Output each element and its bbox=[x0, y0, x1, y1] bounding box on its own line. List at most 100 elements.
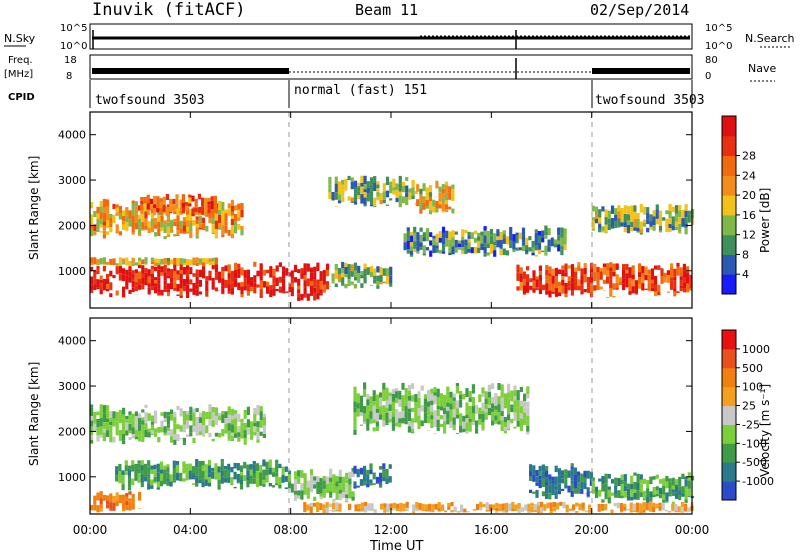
power-cell-r1 bbox=[112, 258, 116, 265]
velocity-cell-r7 bbox=[601, 476, 605, 485]
power-cell-r8 bbox=[531, 240, 535, 248]
velocity-cell-r3 bbox=[351, 468, 355, 472]
power-cell-r3 bbox=[197, 213, 201, 216]
power-cell-r2 bbox=[90, 225, 94, 229]
velocity-cell-r3 bbox=[309, 484, 314, 493]
power-cell-r9 bbox=[666, 275, 670, 283]
power-cell-r0 bbox=[195, 269, 199, 277]
power-cell-r9 bbox=[641, 266, 645, 274]
power-cell-r7 bbox=[441, 183, 445, 189]
velocity-cell-r8 bbox=[309, 502, 313, 507]
velocity-cell-r4 bbox=[407, 408, 411, 413]
power-cell-r4 bbox=[293, 264, 298, 273]
power-cell-r9 bbox=[641, 276, 645, 283]
power-cell-r2 bbox=[179, 199, 183, 207]
power-cell-r7 bbox=[448, 186, 452, 193]
velocity-cell-r7 bbox=[630, 496, 634, 501]
velocity-cell-r6 bbox=[557, 475, 561, 484]
power-cell-r6 bbox=[385, 190, 390, 198]
velocity-cell-r2 bbox=[201, 478, 205, 482]
power-cell-r0 bbox=[205, 291, 209, 297]
power-cell-r5 bbox=[341, 277, 345, 285]
cpid-segment-3: twofsound 3503 bbox=[595, 93, 705, 108]
power-cell-r2 bbox=[214, 213, 218, 221]
power-cell-r8 bbox=[461, 247, 465, 251]
velocity-cell-r1 bbox=[195, 423, 199, 433]
velocity-cell-r0 bbox=[138, 492, 142, 501]
velocity-cell-r4 bbox=[427, 406, 431, 416]
velocity-cell-r1 bbox=[198, 412, 202, 418]
power-cell-r8 bbox=[518, 247, 522, 251]
power-cell-r2 bbox=[102, 221, 106, 226]
power-cell-r5 bbox=[363, 263, 367, 269]
power-cell-r6 bbox=[369, 177, 374, 185]
power-cell-r8 bbox=[489, 235, 494, 244]
power-cell-r5 bbox=[373, 275, 377, 280]
velocity-cell-r3 bbox=[345, 498, 349, 502]
power-cell-r2 bbox=[176, 230, 180, 235]
power-cell-r8 bbox=[541, 250, 545, 253]
velocity-cell-r1 bbox=[186, 434, 190, 437]
power-cell-r10 bbox=[684, 227, 688, 234]
velocity-cell-r7 bbox=[591, 480, 595, 489]
power-cell-r8 bbox=[467, 231, 471, 236]
power-cell-r9 bbox=[650, 279, 654, 284]
nsearch-label: N.Search bbox=[745, 32, 795, 45]
power-cell-r9 bbox=[545, 290, 549, 295]
power-cell-r7 bbox=[419, 194, 423, 201]
power-cell-r9 bbox=[625, 281, 629, 288]
colorbar-swatch bbox=[722, 155, 736, 176]
power-cell-r2 bbox=[102, 230, 106, 235]
power-cell-r3 bbox=[207, 197, 211, 202]
power-cell-r0 bbox=[93, 278, 97, 285]
velocity-cell-r1 bbox=[102, 405, 106, 414]
power-cell-r0 bbox=[147, 283, 151, 288]
power-cell-r6 bbox=[360, 203, 364, 204]
velocity-cell-r2 bbox=[265, 469, 269, 475]
velocity-cell-r4 bbox=[391, 416, 395, 424]
power-cell-r3 bbox=[181, 207, 185, 214]
velocity-cell-r4 bbox=[436, 427, 440, 431]
power-cell-r3 bbox=[153, 204, 157, 209]
power-cell-r8 bbox=[451, 246, 455, 255]
velocity-cell-r8 bbox=[328, 503, 332, 508]
velocity-cell-r7 bbox=[636, 482, 640, 491]
velocity-cell-r2 bbox=[195, 467, 199, 476]
velocity-cell-r4 bbox=[452, 424, 456, 431]
power-cell-r10 bbox=[658, 218, 663, 226]
power-cell-r2 bbox=[240, 226, 244, 230]
power-cell-r8 bbox=[467, 248, 471, 253]
power-cell-r9 bbox=[660, 268, 664, 276]
power-cell-r10 bbox=[649, 221, 653, 227]
velocity-cell-r7 bbox=[649, 491, 653, 497]
power-cell-r2 bbox=[176, 221, 180, 231]
ytick-label: 3000 bbox=[58, 380, 86, 393]
velocity-cell-r6 bbox=[554, 485, 558, 491]
velocity-cell-r3 bbox=[329, 468, 333, 478]
velocity-cell-r5 bbox=[385, 468, 389, 474]
velocity-cell-r1 bbox=[147, 428, 151, 433]
velocity-cell-r2 bbox=[163, 465, 167, 470]
power-cell-r3 bbox=[178, 211, 182, 213]
velocity-cell-r8 bbox=[620, 503, 624, 512]
velocity-cell-r6 bbox=[554, 476, 558, 486]
velocity-cell-r8 bbox=[424, 509, 428, 512]
power-cell-r9 bbox=[564, 287, 568, 294]
velocity-cell-r4 bbox=[423, 398, 427, 407]
power-cell-r9 bbox=[548, 266, 552, 274]
velocity-cell-r8 bbox=[549, 511, 553, 513]
velocity-cell-r2 bbox=[271, 467, 276, 473]
velocity-cell-r1 bbox=[93, 412, 97, 416]
velocity-cell-r4 bbox=[443, 421, 447, 430]
velocity-cell-r2 bbox=[227, 463, 231, 471]
velocity-cell-r4 bbox=[462, 415, 466, 422]
velocity-cell-r7 bbox=[674, 492, 679, 499]
power-cell-r0 bbox=[115, 269, 119, 275]
power-cell-r0 bbox=[141, 265, 145, 274]
velocity-cell-r2 bbox=[188, 463, 192, 471]
power-cell-r1 bbox=[189, 259, 193, 266]
power-cell-r9 bbox=[644, 275, 648, 281]
power-cell-r4 bbox=[309, 267, 314, 273]
power-cell-r3 bbox=[191, 208, 195, 214]
power-cell-r0 bbox=[157, 292, 161, 296]
